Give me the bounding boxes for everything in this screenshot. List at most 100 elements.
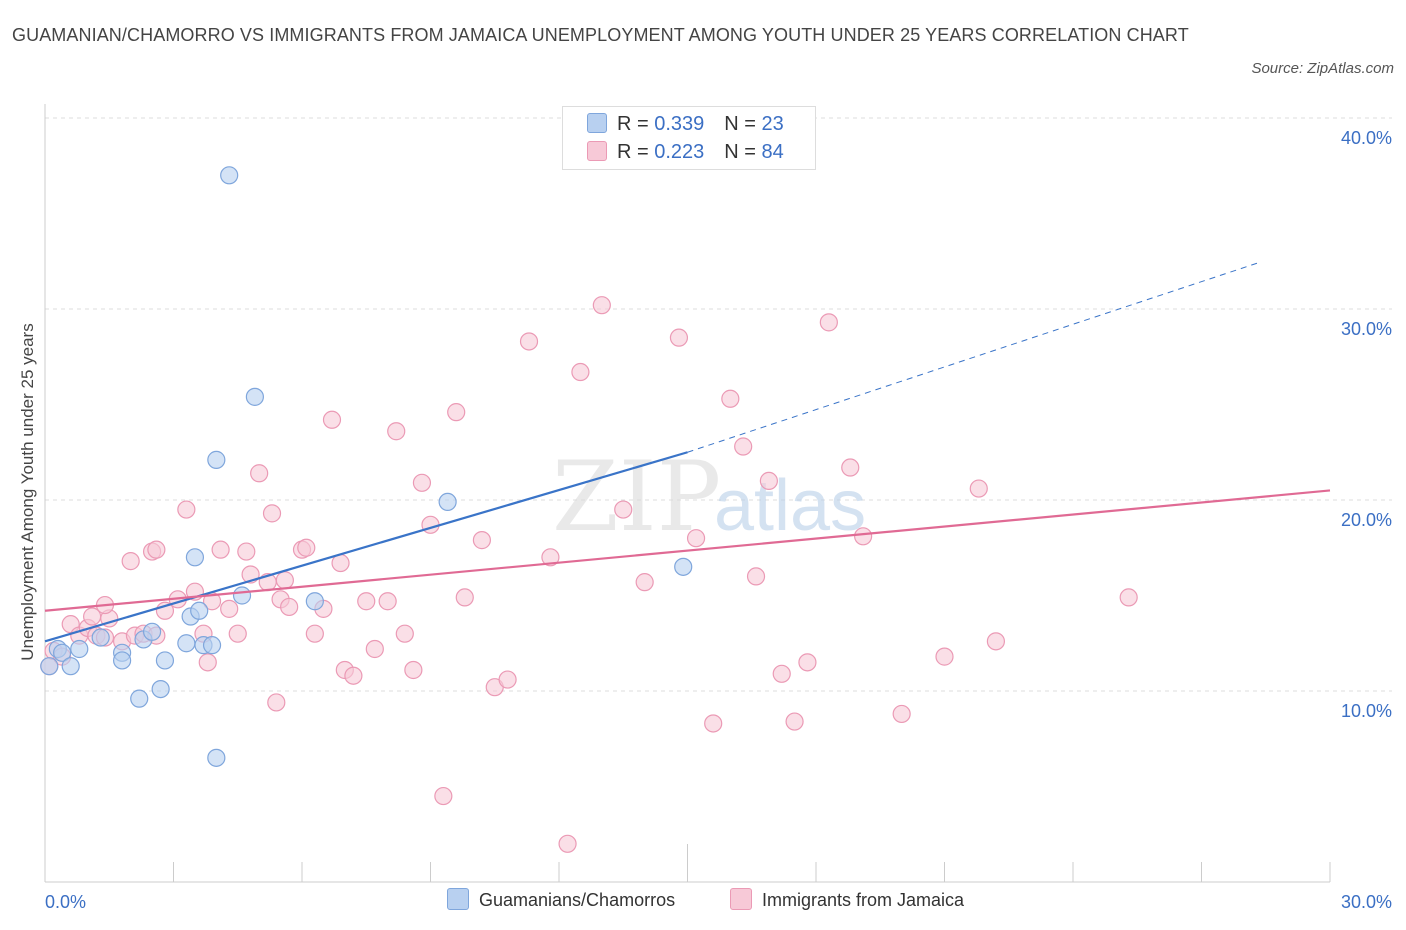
series-legend-blue: Guamanians/Chamorros	[447, 888, 675, 911]
pink-point-38	[322, 410, 342, 429]
pink-point-74	[841, 458, 860, 477]
y-tick-label-3: 40.0%	[1341, 128, 1392, 148]
pink-point-24	[220, 599, 239, 618]
series-label-pink: Immigrants from Jamaica	[762, 890, 965, 910]
pink-point-42	[357, 592, 376, 611]
pink-point-51	[447, 403, 466, 422]
blue-point-20	[245, 387, 264, 406]
blue-point-7	[112, 651, 132, 670]
pink-point-61	[614, 500, 633, 519]
pink-trend-line	[44, 489, 1331, 612]
axes	[44, 104, 1331, 883]
pink-point-63	[669, 328, 689, 347]
legend-r-label: R =	[617, 141, 649, 163]
series-label-blue: Guamanians/Chamorros	[479, 890, 676, 910]
pink-point-83	[267, 693, 286, 712]
blue-point-22	[438, 492, 457, 512]
blue-point-12	[177, 634, 196, 653]
series-swatch-pink	[730, 888, 752, 910]
pink-point-56	[519, 332, 539, 351]
pink-point-62	[635, 573, 654, 592]
pink-point-52	[455, 588, 474, 607]
blue-point-24	[130, 689, 149, 708]
x-tick-label-1: 30.0%	[1341, 892, 1392, 912]
pink-point-73	[819, 313, 838, 332]
blue-point-19	[232, 586, 252, 605]
watermark-atlas: atlas	[714, 466, 866, 546]
pink-point-21	[198, 653, 217, 672]
pink-point-26	[237, 542, 256, 561]
blue-point-23	[674, 557, 693, 576]
pink-point-69	[759, 471, 778, 490]
legend-r-label: R =	[617, 113, 649, 135]
blue-point-5	[91, 628, 110, 647]
pink-point-35	[297, 538, 316, 557]
legend-swatch-pink	[587, 141, 607, 161]
blue-point-11	[155, 651, 175, 670]
pink-point-53	[472, 531, 491, 550]
blue-trend-line	[44, 451, 688, 643]
correlation-legend: R = 0.339 N = 23 R = 0.223 N = 84	[562, 106, 816, 170]
tick-labels: 10.0% 20.0% 30.0% 40.0% 0.0% 30.0%	[45, 128, 1392, 912]
pink-point-23	[211, 540, 230, 559]
pink-point-36	[305, 624, 324, 643]
y-tick-label-2: 30.0%	[1341, 319, 1392, 339]
pink-point-43	[365, 639, 384, 659]
pink-point-44	[378, 592, 397, 611]
legend-r-value-blue: 0.339	[654, 113, 705, 135]
pink-point-57	[541, 548, 560, 567]
pink-point-30	[262, 504, 282, 523]
blue-point-14	[185, 548, 205, 567]
pink-point-65	[704, 714, 723, 733]
pink-point-18	[177, 500, 196, 519]
pink-point-82	[147, 540, 166, 559]
series-legend: Guamanians/Chamorros Immigrants from Jam…	[0, 888, 1406, 916]
blue-point-25	[207, 748, 226, 767]
legend-swatch-blue	[587, 113, 607, 133]
pink-point-59	[571, 362, 590, 382]
y-tick-label-0: 10.0%	[1341, 701, 1392, 721]
legend-row-pink: R = 0.223 N = 84	[587, 141, 784, 165]
legend-row-blue: R = 0.339 N = 23	[587, 113, 784, 137]
pink-point-55	[498, 670, 517, 689]
blue-trend-extension	[687, 262, 1258, 453]
pink-point-45	[387, 422, 406, 441]
pink-point-80	[1119, 588, 1138, 607]
blue-point-16	[202, 636, 222, 655]
series-legend-pink: Immigrants from Jamaica	[730, 888, 964, 911]
pink-point-41	[344, 666, 363, 685]
legend-n-value-blue: 23	[761, 113, 784, 135]
chart-title: GUAMANIAN/CHAMORRO VS IMMIGRANTS FROM JA…	[12, 25, 1189, 45]
pink-point-48	[412, 473, 432, 492]
trend-lines	[44, 262, 1331, 643]
blue-point-2	[53, 643, 72, 662]
pink-point-32	[275, 571, 294, 590]
legend-r-value-pink: 0.223	[654, 141, 705, 163]
pink-point-46	[395, 624, 414, 643]
gridlines	[45, 117, 1392, 692]
blue-point-21	[305, 592, 324, 611]
pink-point-70	[772, 664, 791, 683]
pink-point-47	[404, 660, 423, 680]
pink-point-76	[892, 704, 911, 724]
y-axis-label: Unemployment Among Youth under 25 years	[18, 323, 37, 660]
pink-point-11	[121, 552, 140, 571]
blue-point-17	[207, 450, 226, 469]
blue-points	[40, 166, 693, 767]
blue-point-10	[151, 679, 170, 699]
pink-point-78	[969, 479, 988, 498]
pink-point-67	[734, 437, 753, 456]
legend-n-label: N =	[724, 113, 756, 135]
pink-point-50	[434, 786, 453, 806]
blue-point-4	[70, 639, 89, 659]
watermark: ZIP atlas	[552, 441, 866, 553]
pink-point-72	[798, 653, 817, 672]
pink-point-28	[250, 464, 269, 483]
x-tick-label-0: 0.0%	[45, 892, 86, 912]
blue-point-26	[190, 601, 209, 620]
legend-n-value-pink: 84	[761, 141, 784, 163]
blue-point-3	[61, 657, 80, 676]
pink-point-68	[746, 567, 766, 586]
pink-point-66	[721, 389, 740, 408]
